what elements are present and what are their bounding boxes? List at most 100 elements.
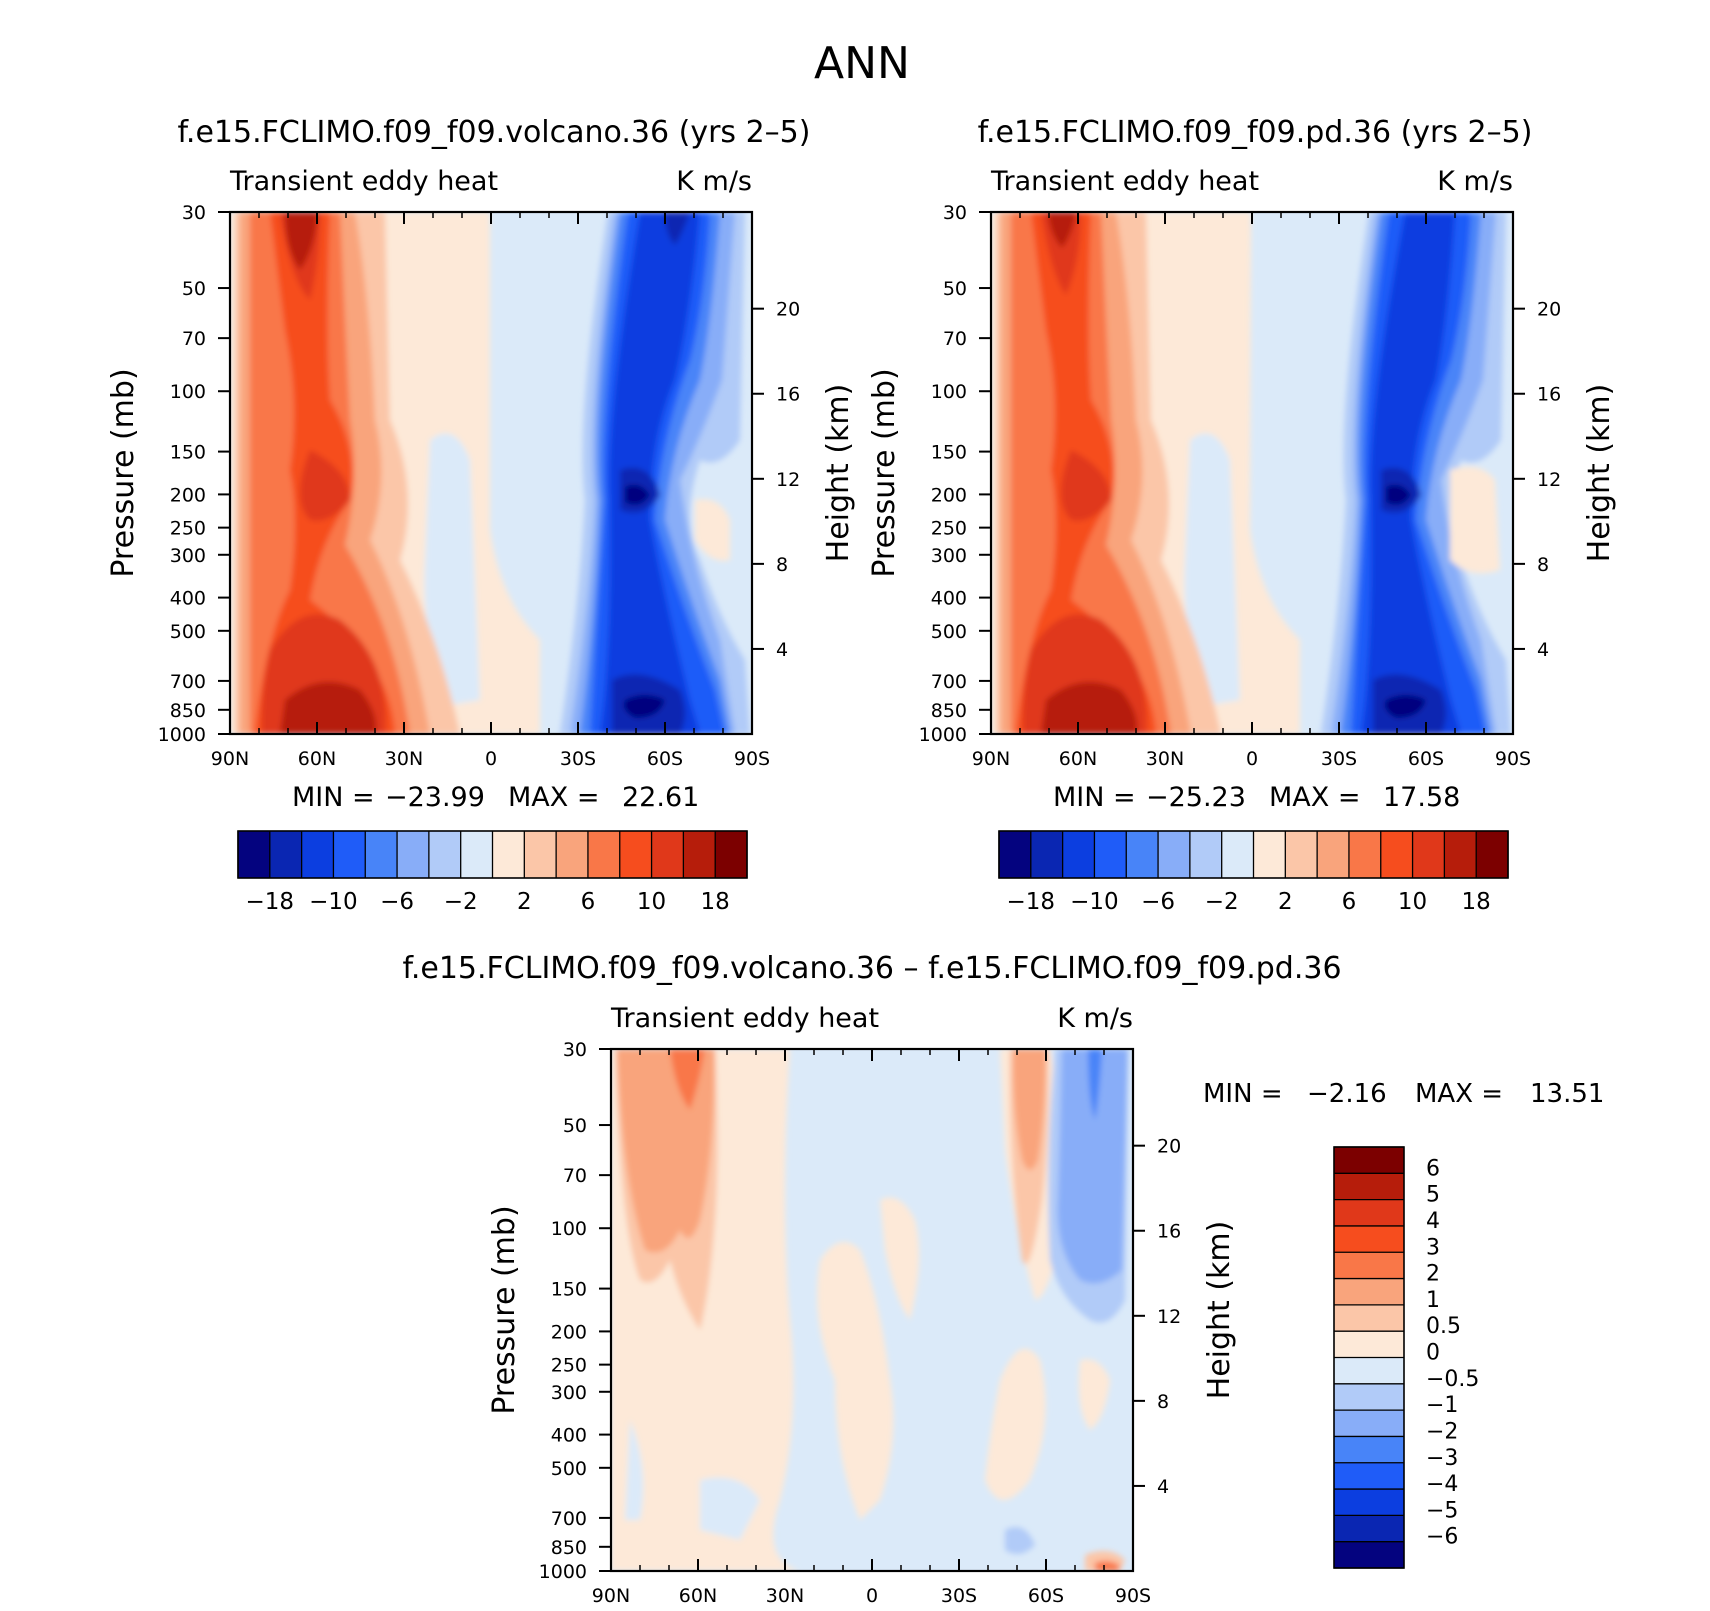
colorbar-swatch (301, 831, 334, 878)
contour-band (1361, 212, 1461, 734)
y-tick-label: 50 (182, 278, 206, 300)
y-tick-label: 70 (182, 328, 206, 350)
colorbar-label: 1 (1426, 1288, 1440, 1313)
contour-band (1012, 1049, 1046, 1170)
colorbar-label: 18 (1462, 889, 1491, 915)
contour-band (600, 212, 700, 734)
contour-band (424, 433, 480, 705)
y-tick-label: 500 (931, 621, 967, 643)
y-axis-label: Pressure (mb) (487, 1205, 522, 1414)
colorbar-swatch (556, 831, 589, 878)
contour-band (1078, 1359, 1110, 1430)
y-tick-label: 700 (551, 1508, 587, 1530)
colorbar-label: −4 (1426, 1472, 1458, 1497)
x-tick-label: 0 (1246, 748, 1258, 770)
y-tick-label: 700 (931, 671, 967, 693)
colorbar-frame (998, 830, 1509, 879)
y2-tick-label: 20 (1537, 299, 1561, 321)
y2-tick-label: 12 (776, 469, 800, 491)
stats-max-label: MAX = (1269, 782, 1360, 813)
y-tick-label: 200 (931, 484, 967, 506)
contour-band (1005, 1527, 1035, 1554)
y-tick-label: 300 (170, 545, 206, 567)
colorbar-swatch (1221, 831, 1254, 878)
y2-tick-label: 8 (1537, 554, 1549, 576)
colorbar-swatch (1030, 831, 1064, 878)
right-string: K m/s (676, 166, 752, 197)
colorbar-label: −6 (380, 889, 414, 915)
colorbar-label: 0 (1426, 1341, 1440, 1366)
colorbar-swatch (1317, 831, 1350, 878)
y-tick-label: 30 (943, 202, 967, 224)
stats-max-label: MAX = (1415, 1079, 1503, 1109)
x-tick-label: 60N (1059, 748, 1097, 770)
x-tick-label: 30S (560, 748, 596, 770)
colorbar-frame (1333, 1146, 1405, 1569)
colorbar-swatch (524, 831, 557, 878)
y2-axis-label: Height (km) (1582, 384, 1617, 563)
colorbar-swatch (1334, 1541, 1404, 1569)
colorbar-label: −2 (1205, 889, 1239, 915)
colorbar-swatch (333, 831, 366, 878)
colorbar-swatch (1476, 831, 1509, 878)
contour-band (695, 499, 730, 561)
colorbar: −18 −10 −6 −2 2 6 10 18 (237, 830, 748, 915)
colorbar-swatch (238, 831, 271, 878)
colorbar-swatch (1334, 1436, 1404, 1464)
y2-tick-label: 16 (1157, 1221, 1181, 1243)
colorbar-swatch (715, 831, 748, 878)
colorbar-swatch (397, 831, 430, 878)
colorbar-swatch (1334, 1199, 1404, 1227)
y2-tick-label: 20 (1157, 1136, 1181, 1158)
colorbar-label: −18 (1007, 889, 1056, 915)
y2-tick-label: 8 (1157, 1391, 1169, 1413)
contour-field (230, 212, 752, 734)
colorbar-swatch (1334, 1331, 1404, 1358)
x-tick-label: 30N (766, 1585, 804, 1607)
y-tick-label: 1000 (539, 1561, 587, 1583)
x-tick-label: 60S (1028, 1585, 1064, 1607)
y-tick-label: 400 (931, 588, 967, 610)
x-tick-label: 60N (679, 1585, 717, 1607)
panel-title: f.e15.FCLIMO.f09_f09.pd.36 (yrs 2–5) (978, 115, 1533, 150)
y-tick-label: 250 (551, 1355, 587, 1377)
colorbar-label: −5 (1426, 1498, 1458, 1523)
y-tick-label: 300 (931, 545, 967, 567)
y-axis-label: Pressure (mb) (106, 368, 141, 577)
contour-band (1095, 1561, 1120, 1571)
left-string: Transient eddy heat (610, 1003, 879, 1034)
colorbar-label: −10 (1070, 889, 1119, 915)
stats-max-value: 17.58 (1383, 782, 1460, 813)
colorbar-swatch (1348, 831, 1382, 878)
y-tick-label: 1000 (158, 724, 206, 746)
y-tick-label: 500 (551, 1458, 587, 1480)
colorbar-label: 6 (1426, 1156, 1440, 1181)
colorbar-label: 5 (1426, 1183, 1440, 1208)
figure-title: ANN (814, 38, 910, 89)
colorbar-swatch (1126, 831, 1159, 878)
y-tick-label: 1000 (919, 724, 967, 746)
colorbar-label: 6 (581, 889, 596, 915)
left-string: Transient eddy heat (990, 166, 1259, 197)
y-tick-label: 100 (551, 1218, 587, 1240)
y2-tick-label: 20 (776, 299, 800, 321)
y-tick-label: 700 (170, 671, 206, 693)
colorbar-label: −2 (444, 889, 478, 915)
y-tick-label: 100 (170, 381, 206, 403)
colorbar-swatch (619, 831, 653, 878)
y-tick-label: 150 (551, 1279, 587, 1301)
right-string: K m/s (1057, 1003, 1133, 1034)
y2-tick-label: 4 (1157, 1476, 1169, 1498)
colorbar: −18 −10 −6 −2 2 6 10 18 (998, 830, 1509, 915)
contour-band (985, 1348, 1046, 1500)
stats-min-value: −23.99 (385, 782, 485, 813)
colorbar-swatch (1334, 1147, 1404, 1174)
colorbar-swatch (269, 831, 303, 878)
y-tick-label: 100 (931, 381, 967, 403)
contour-band (1022, 212, 1147, 734)
x-tick-label: 0 (485, 748, 497, 770)
colorbar-label: 2 (1426, 1262, 1440, 1287)
x-tick-label: 90S (1115, 1585, 1151, 1607)
y-axis-label: Pressure (mb) (867, 368, 902, 577)
colorbar-label: 4 (1426, 1209, 1440, 1234)
